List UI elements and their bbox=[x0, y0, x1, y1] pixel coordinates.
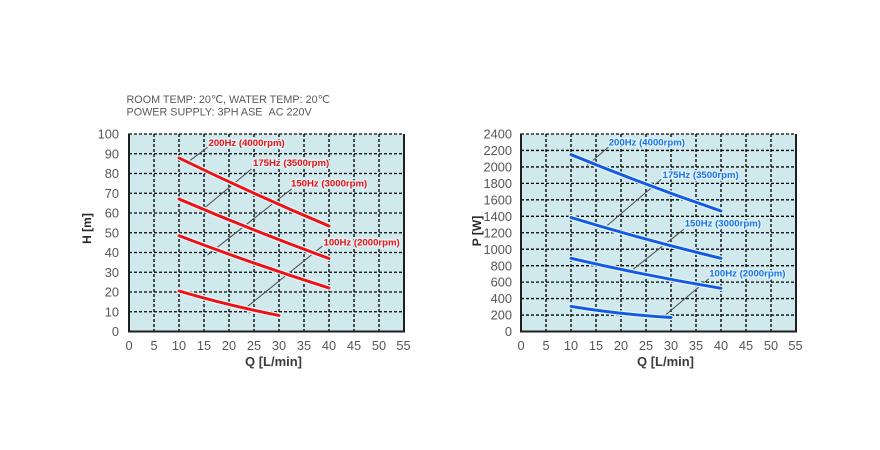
svg-text:15: 15 bbox=[589, 338, 603, 353]
svg-text:35: 35 bbox=[689, 338, 703, 353]
svg-text:2200: 2200 bbox=[484, 143, 512, 158]
svg-text:5: 5 bbox=[150, 338, 157, 353]
svg-text:55: 55 bbox=[788, 338, 802, 353]
svg-text:400: 400 bbox=[491, 291, 512, 306]
svg-text:150Hz (3000rpm): 150Hz (3000rpm) bbox=[291, 179, 367, 190]
svg-text:40: 40 bbox=[714, 338, 728, 353]
svg-text:H [m]: H [m] bbox=[80, 213, 94, 244]
svg-text:0: 0 bbox=[505, 324, 512, 339]
svg-text:Q [L/min]: Q [L/min] bbox=[245, 354, 302, 369]
svg-text:5: 5 bbox=[542, 338, 549, 353]
svg-text:0: 0 bbox=[517, 338, 524, 353]
svg-text:200Hz (4000rpm): 200Hz (4000rpm) bbox=[609, 138, 685, 149]
svg-text:200Hz (4000rpm): 200Hz (4000rpm) bbox=[209, 138, 285, 149]
svg-text:600: 600 bbox=[491, 275, 512, 290]
svg-text:0: 0 bbox=[112, 324, 119, 339]
svg-text:50: 50 bbox=[105, 225, 119, 240]
svg-text:10: 10 bbox=[105, 304, 119, 319]
svg-text:45: 45 bbox=[739, 338, 753, 353]
svg-text:90: 90 bbox=[105, 146, 119, 161]
svg-text:50: 50 bbox=[764, 338, 778, 353]
svg-text:POWER SUPPLY: 3PH ASE AC 220V: POWER SUPPLY: 3PH ASE AC 220V bbox=[127, 106, 313, 118]
svg-text:20: 20 bbox=[105, 285, 119, 300]
svg-text:10: 10 bbox=[172, 338, 186, 353]
svg-text:1400: 1400 bbox=[484, 209, 512, 224]
svg-text:2400: 2400 bbox=[484, 127, 512, 142]
svg-text:50: 50 bbox=[372, 338, 386, 353]
svg-text:15: 15 bbox=[197, 338, 211, 353]
svg-text:Q [L/min]: Q [L/min] bbox=[637, 354, 694, 369]
svg-text:30: 30 bbox=[105, 265, 119, 280]
svg-text:70: 70 bbox=[105, 186, 119, 201]
svg-text:175Hz (3500rpm): 175Hz (3500rpm) bbox=[253, 158, 329, 169]
svg-text:30: 30 bbox=[272, 338, 286, 353]
svg-text:60: 60 bbox=[105, 206, 119, 221]
svg-text:ROOM TEMP: 20℃, WATER TEMP: 20: ROOM TEMP: 20℃, WATER TEMP: 20℃ bbox=[127, 94, 330, 106]
svg-text:20: 20 bbox=[614, 338, 628, 353]
svg-text:100Hz (2000rpm): 100Hz (2000rpm) bbox=[324, 238, 400, 249]
svg-text:40: 40 bbox=[105, 245, 119, 260]
svg-text:2000: 2000 bbox=[484, 160, 512, 175]
svg-text:45: 45 bbox=[347, 338, 361, 353]
svg-text:1200: 1200 bbox=[484, 225, 512, 240]
svg-text:800: 800 bbox=[491, 258, 512, 273]
svg-text:25: 25 bbox=[247, 338, 261, 353]
svg-text:10: 10 bbox=[564, 338, 578, 353]
svg-text:P [W]: P [W] bbox=[470, 216, 484, 246]
svg-text:30: 30 bbox=[664, 338, 678, 353]
svg-text:1600: 1600 bbox=[484, 192, 512, 207]
svg-text:80: 80 bbox=[105, 166, 119, 181]
svg-text:200: 200 bbox=[491, 308, 512, 323]
svg-text:100: 100 bbox=[98, 127, 119, 142]
svg-text:0: 0 bbox=[125, 338, 132, 353]
svg-text:175Hz (3500rpm): 175Hz (3500rpm) bbox=[663, 170, 739, 181]
svg-text:55: 55 bbox=[396, 338, 410, 353]
svg-text:150Hz (3000rpm): 150Hz (3000rpm) bbox=[685, 218, 761, 229]
svg-text:100Hz (2000rpm): 100Hz (2000rpm) bbox=[709, 268, 785, 279]
svg-text:40: 40 bbox=[322, 338, 336, 353]
svg-text:20: 20 bbox=[222, 338, 236, 353]
svg-text:1800: 1800 bbox=[484, 176, 512, 191]
svg-text:25: 25 bbox=[639, 338, 653, 353]
svg-text:35: 35 bbox=[297, 338, 311, 353]
svg-text:1000: 1000 bbox=[484, 242, 512, 257]
